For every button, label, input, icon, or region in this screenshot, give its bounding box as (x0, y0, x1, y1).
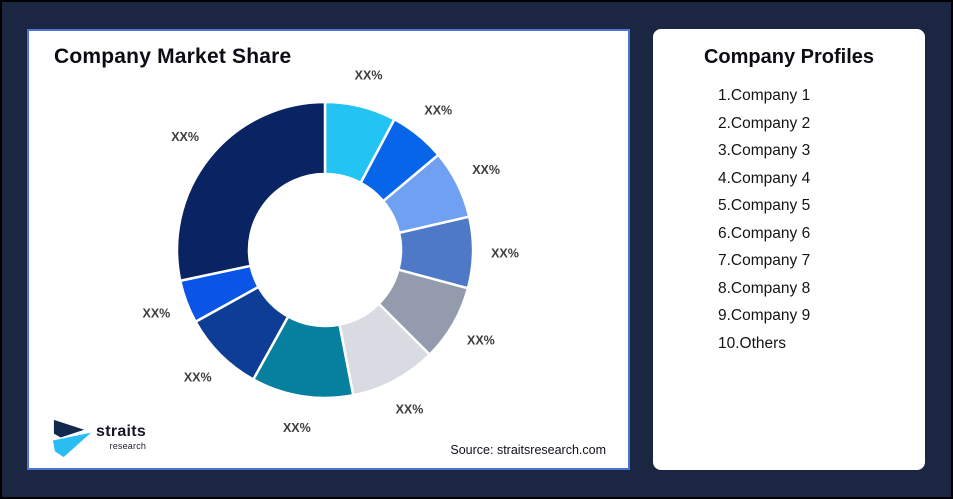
segment-label: XX% (396, 402, 424, 416)
company-list-item: 7.Company 7 (718, 252, 811, 269)
company-list-item: 1.Company 1 (718, 87, 811, 104)
company-list-item: 4.Company 4 (718, 169, 811, 187)
company-list-item: 10.Others (718, 334, 787, 352)
company-list-item: 8.Company 8 (718, 279, 811, 297)
segment-label: XX% (143, 306, 171, 320)
segment-label: XX% (467, 333, 495, 347)
company-list-item: 9.Company 9 (718, 307, 811, 324)
company-list-item: 2.Company 2 (718, 114, 811, 132)
segment-label: XX% (491, 247, 519, 261)
donut-chart: XX% XX% XX% XX% XX% XX% XX% XX% XX% XX% (143, 69, 519, 435)
logo-name: straits (96, 423, 147, 440)
segment-label: XX% (184, 371, 212, 385)
segment-label: XX% (424, 103, 452, 117)
logo-subname: research (109, 441, 147, 451)
segment-label: XX% (283, 421, 311, 435)
company-list-item: 6.Company 6 (718, 224, 811, 242)
profiles-title: Company Profiles (703, 46, 875, 68)
segment-label: XX% (355, 69, 383, 83)
source-attribution: Source: straitsresearch.com (450, 443, 606, 457)
chart-title: Company Market Share (54, 45, 292, 68)
straits-logo-mark-icon (52, 419, 92, 458)
company-list: 1.Company 1 2.Company 2 3.Company 3 4.Compa… (653, 82, 925, 357)
segment-label: XX% (171, 130, 199, 144)
straits-research-logo: straits research (48, 417, 146, 460)
company-profiles-card: Company Profiles 1.Company 1 2.Company 2 3… (653, 29, 925, 470)
company-list-item: 5.Company 5 (718, 197, 811, 214)
market-share-card: XX% XX% XX% XX% XX% XX% XX% XX% XX% XX% Company M… (27, 29, 630, 470)
segment-label: XX% (472, 163, 500, 177)
company-list-item: 3.Company 3 (718, 142, 811, 159)
donut-segment (175, 100, 327, 283)
logo-text: straits research (96, 423, 147, 452)
